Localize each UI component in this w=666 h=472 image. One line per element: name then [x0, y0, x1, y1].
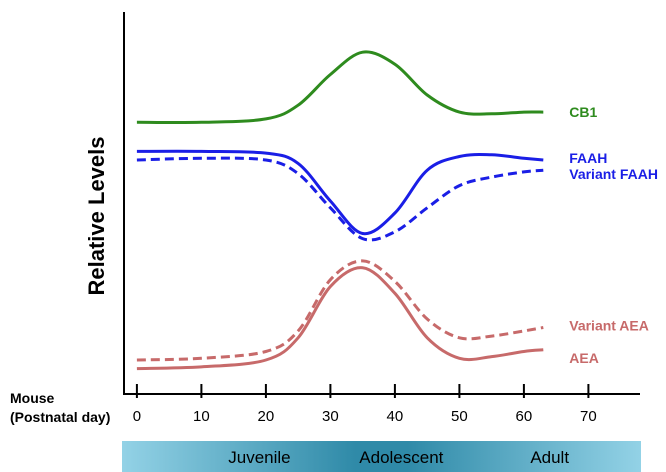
x-tick-label: 40 — [387, 408, 404, 425]
stage-bar — [122, 441, 641, 472]
stage-label-juvenile: Juvenile — [228, 448, 290, 467]
series-label-variant-faah: Variant FAAH — [569, 166, 658, 182]
series-label-faah: FAAH — [569, 150, 607, 166]
series-line-variant-aea — [136, 259, 544, 362]
series-line-faah — [136, 149, 544, 236]
x-tick-label: 70 — [580, 408, 597, 425]
stage-labels: Juvenile Adolescent Adult — [228, 448, 569, 467]
series-layer — [136, 50, 544, 371]
x-tick-label: 0 — [133, 408, 141, 425]
x-axis-ticks: 0 10 20 30 40 50 60 70 — [133, 384, 597, 425]
x-tick-label: 60 — [516, 408, 533, 425]
x-axis-label-line-1: Mouse — [10, 390, 55, 406]
x-axis-label-line-2: (Postnatal day) — [10, 409, 110, 425]
stage-label-adult: Adult — [530, 448, 569, 467]
x-tick-label: 20 — [258, 408, 275, 425]
x-tick-label: 30 — [322, 408, 339, 425]
series-label-variant-aea: Variant AEA — [569, 318, 649, 334]
series-label-cb1: CB1 — [569, 104, 597, 120]
series-line-aea — [136, 266, 544, 371]
series-line-cb1 — [136, 50, 544, 125]
series-line-variant-faah — [136, 156, 544, 242]
x-tick-label: 10 — [193, 408, 210, 425]
y-axis-label: Relative Levels — [84, 137, 109, 296]
x-tick-label: 50 — [451, 408, 468, 425]
series-label-aea: AEA — [569, 350, 599, 366]
stage-label-adolescent: Adolescent — [359, 448, 443, 467]
